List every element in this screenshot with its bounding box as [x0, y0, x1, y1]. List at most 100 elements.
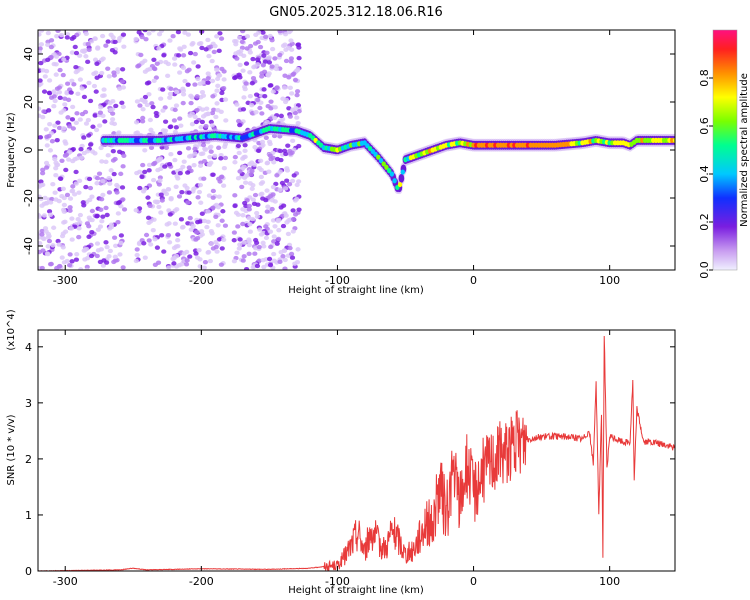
noise-point: [82, 257, 88, 262]
noise-point: [249, 102, 255, 108]
noise-point: [106, 190, 113, 195]
noise-point: [76, 190, 82, 195]
noise-point: [77, 77, 83, 82]
noise-point: [80, 200, 86, 205]
noise-point: [294, 92, 300, 98]
noise-point: [103, 205, 109, 211]
noise-point: [295, 120, 301, 126]
y-tick-label: 0: [25, 565, 32, 578]
noise-point: [272, 105, 278, 110]
noise-point: [176, 194, 183, 199]
noise-point: [244, 34, 251, 39]
noise-point: [267, 141, 273, 147]
noise-point: [278, 113, 284, 119]
noise-point: [257, 105, 263, 111]
noise-point: [77, 212, 84, 218]
noise-point: [185, 82, 191, 87]
noise-point: [140, 189, 147, 194]
noise-point: [115, 200, 121, 206]
noise-point: [120, 164, 126, 169]
noise-point: [120, 85, 127, 90]
noise-point: [140, 107, 146, 112]
noise-point: [167, 240, 173, 245]
noise-point: [206, 53, 212, 59]
noise-point: [260, 258, 266, 263]
noise-point: [177, 170, 183, 176]
noise-point: [110, 158, 117, 163]
noise-point: [205, 80, 211, 85]
noise-point: [215, 83, 221, 89]
noise-point: [178, 47, 184, 52]
noise-point: [173, 184, 179, 189]
noise-point: [40, 68, 46, 73]
noise-point: [263, 224, 269, 229]
noise-point: [154, 245, 161, 250]
noise-point: [276, 227, 282, 233]
noise-point: [175, 232, 181, 237]
noise-point: [61, 207, 67, 213]
noise-point: [38, 78, 43, 83]
noise-point: [133, 258, 139, 264]
noise-point: [79, 111, 86, 117]
noise-point: [262, 59, 268, 64]
noise-point: [223, 118, 229, 123]
noise-point: [48, 261, 54, 267]
noise-point: [40, 235, 46, 241]
noise-point: [199, 90, 206, 95]
noise-point: [241, 240, 247, 245]
noise-point: [236, 150, 242, 156]
noise-point: [134, 130, 141, 135]
noise-point: [41, 109, 47, 114]
noise-point: [270, 46, 276, 52]
noise-point: [121, 207, 128, 212]
noise-point: [140, 119, 146, 124]
noise-point: [218, 262, 224, 267]
noise-point: [38, 30, 45, 33]
spectrogram-points: [38, 30, 675, 270]
noise-point: [115, 220, 121, 225]
noise-point: [260, 63, 266, 68]
noise-point: [287, 85, 293, 91]
noise-point: [62, 96, 68, 101]
noise-point: [166, 208, 172, 213]
colorbar-tick-label: 0.4: [698, 165, 711, 183]
noise-point: [38, 32, 42, 37]
noise-point: [170, 34, 176, 39]
noise-point: [142, 148, 148, 153]
noise-point: [59, 194, 65, 199]
noise-point: [269, 38, 275, 43]
noise-point: [215, 223, 221, 228]
noise-point: [167, 95, 173, 100]
noise-point: [212, 153, 218, 159]
noise-point: [158, 210, 164, 215]
noise-point: [156, 182, 162, 187]
noise-point: [232, 193, 238, 198]
snr-ylabel: SNR (10 * v/v): [6, 414, 17, 485]
noise-point: [287, 245, 293, 251]
noise-point: [247, 181, 253, 186]
noise-point: [271, 160, 277, 165]
noise-point: [242, 142, 248, 148]
noise-point: [192, 82, 198, 87]
noise-point: [268, 244, 274, 250]
noise-point: [100, 179, 106, 184]
noise-point: [120, 265, 126, 270]
snr-xlabel: Height of straight line (km): [288, 585, 424, 596]
noise-point: [110, 117, 116, 122]
noise-point: [184, 68, 190, 74]
noise-point: [86, 133, 92, 138]
noise-point: [259, 139, 266, 145]
noise-point: [216, 73, 222, 78]
noise-point: [251, 162, 258, 167]
noise-point: [67, 205, 73, 210]
noise-point: [53, 172, 59, 178]
noise-point: [180, 65, 186, 70]
noise-point: [107, 226, 113, 231]
noise-point: [152, 236, 158, 242]
noise-point: [232, 160, 238, 165]
noise-point: [243, 81, 249, 86]
noise-point: [251, 201, 258, 206]
noise-point: [198, 125, 204, 130]
noise-point: [86, 176, 93, 182]
noise-point: [64, 91, 70, 96]
